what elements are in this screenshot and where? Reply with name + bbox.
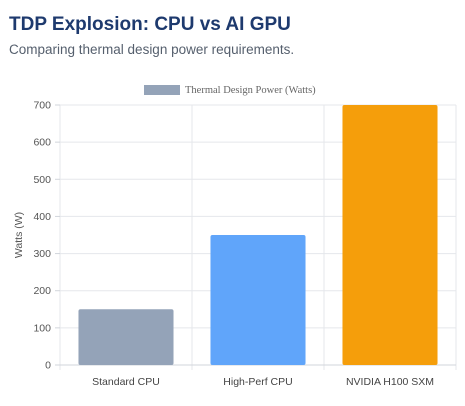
y-tick-label: 600 (33, 137, 51, 149)
y-tick-label: 0 (45, 360, 51, 372)
chart-title: TDP Explosion: CPU vs AI GPU (9, 14, 291, 35)
bar-high-perf-cpu[interactable] (210, 235, 306, 365)
x-tick-label: High-Perf CPU (223, 376, 292, 388)
legend-swatch[interactable] (144, 85, 180, 95)
y-tick-label: 300 (33, 248, 51, 260)
y-tick-label: 500 (33, 174, 51, 186)
x-tick-label: NVIDIA H100 SXM (346, 376, 434, 388)
y-tick-label: 700 (33, 100, 51, 112)
chart-subtitle: Comparing thermal design power requireme… (9, 42, 295, 57)
tick-labels: 0 100 200 300 400 500 600 700 Standard CPU High-P… (33, 100, 434, 389)
y-tick-label: 100 (33, 322, 51, 334)
bar-standard-cpu[interactable] (78, 309, 174, 365)
bar-nvidia-h100-sxm[interactable] (342, 105, 438, 365)
x-tick-label: Standard CPU (92, 376, 160, 388)
legend[interactable]: Thermal Design Power (Watts) (144, 85, 316, 96)
y-tick-label: 200 (33, 285, 51, 297)
y-tick-label: 400 (33, 211, 51, 223)
legend-label[interactable]: Thermal Design Power (Watts) (185, 85, 316, 96)
bars (78, 105, 438, 365)
y-axis-label: Watts (W) (13, 212, 25, 258)
